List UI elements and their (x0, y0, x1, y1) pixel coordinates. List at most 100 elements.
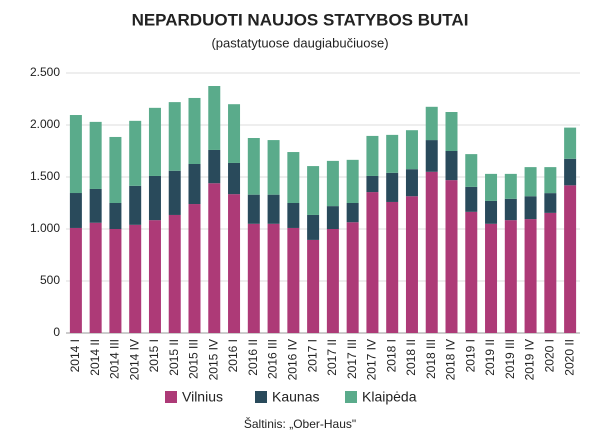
bar-segment (405, 169, 418, 197)
bar-segment (287, 227, 300, 333)
bar-segment (129, 224, 142, 333)
bar-segment (485, 223, 498, 333)
x-tick-label: 2019 II (483, 339, 497, 376)
bar-segment (504, 220, 517, 333)
y-tick-label: 500 (40, 273, 60, 287)
bar-segment (89, 188, 102, 223)
y-tick-label: 0 (53, 325, 60, 339)
legend-swatch (165, 391, 177, 403)
bar-segment (524, 196, 537, 220)
source: Šaltinis: „Ober-Haus" (244, 416, 356, 431)
x-tick-label: 2015 II (167, 339, 181, 376)
bar-segment (168, 214, 181, 333)
x-tick-label: 2016 IV (286, 339, 300, 380)
bar-segment (425, 171, 438, 333)
x-tick-label: 2015 IV (206, 339, 220, 380)
bar-segment (465, 186, 478, 212)
chart-subtitle: (pastatytuose daugiabučiuose) (211, 35, 388, 50)
bar-segment (247, 194, 260, 224)
x-tick-label: 2018 I (384, 339, 398, 372)
bar-segment (89, 121, 102, 189)
bar-segment (208, 86, 221, 150)
bar-segment (69, 193, 82, 228)
legend-label: Vilnius (182, 389, 223, 405)
y-tick-label: 1.000 (30, 221, 60, 235)
bar-segment (129, 185, 142, 225)
bar-segment (307, 166, 320, 215)
bar-segment (425, 106, 438, 141)
bar-segment (445, 180, 458, 333)
bar-segment (168, 170, 181, 215)
bar-segment (544, 212, 557, 333)
bar-segment (188, 204, 201, 333)
bar-segment (524, 219, 537, 333)
bar-segment (267, 194, 280, 224)
bar-segment (109, 203, 122, 229)
bar-segment (465, 154, 478, 187)
bar-segment (109, 229, 122, 333)
bar-segment (208, 149, 221, 184)
x-tick-label: 2017 III (345, 339, 359, 379)
x-tick-label: 2019 III (503, 339, 517, 379)
x-tick-label: 2018 II (404, 339, 418, 376)
bar-segment (307, 239, 320, 333)
bar-segment (445, 112, 458, 151)
bar-segment (267, 140, 280, 195)
bar-segment (504, 198, 517, 221)
x-tick-label: 2016 III (266, 339, 280, 379)
bar-segment (247, 138, 260, 195)
bar-segment (188, 164, 201, 205)
legend-label: Kaunas (272, 389, 319, 405)
bar-segment (148, 107, 161, 176)
legend-label: Klaipėda (362, 389, 417, 405)
bar-segment (287, 152, 300, 203)
bar-segment (405, 196, 418, 333)
legend-swatch (255, 391, 267, 403)
bar-segment (287, 203, 300, 228)
bar-segment (425, 140, 438, 172)
bar-segment (405, 130, 418, 170)
bar-segment (485, 200, 498, 224)
bar-segment (524, 167, 537, 197)
bar-segment (307, 214, 320, 240)
bar-segment (485, 173, 498, 201)
bar-segment (247, 223, 260, 333)
bar-segment (346, 159, 359, 203)
x-tick-label: 2017 IV (365, 339, 379, 380)
bar-segment (188, 97, 201, 164)
bar-segment (228, 162, 241, 195)
x-tick-label: 2014 IV (127, 339, 141, 380)
x-tick-label: 2017 I (305, 339, 319, 372)
x-tick-label: 2016 II (246, 339, 260, 376)
bar-segment (326, 160, 339, 207)
x-tick-label: 2018 III (424, 339, 438, 379)
chart-title: NEPARDUOTI NAUJOS STATYBOS BUTAI (132, 10, 469, 29)
bar-segment (326, 206, 339, 229)
bar-segment (129, 120, 142, 186)
x-tick-label: 2014 I (68, 339, 82, 372)
bar-segment (564, 127, 577, 159)
bar-segment (326, 229, 339, 333)
bar-segment (564, 185, 577, 333)
bar-segment (346, 203, 359, 223)
bar-segment (544, 167, 557, 194)
x-tick-label: 2017 II (325, 339, 339, 376)
bar-segment (346, 222, 359, 333)
bar-segment (267, 223, 280, 333)
x-tick-label: 2020 I (543, 339, 557, 372)
bar-segment (69, 227, 82, 333)
legend-swatch (345, 391, 357, 403)
y-tick-label: 1.500 (30, 169, 60, 183)
bar-segment (69, 115, 82, 194)
bar-segment (89, 222, 102, 333)
bar-segment (564, 158, 577, 186)
bar-segment (109, 136, 122, 203)
y-tick-label: 2.000 (30, 117, 60, 131)
bar-segment (386, 134, 399, 173)
bar-segment (148, 220, 161, 333)
bar-segment (208, 183, 221, 333)
bar-segment (366, 175, 379, 193)
bar-segment (228, 194, 241, 333)
bar-segment (168, 102, 181, 171)
